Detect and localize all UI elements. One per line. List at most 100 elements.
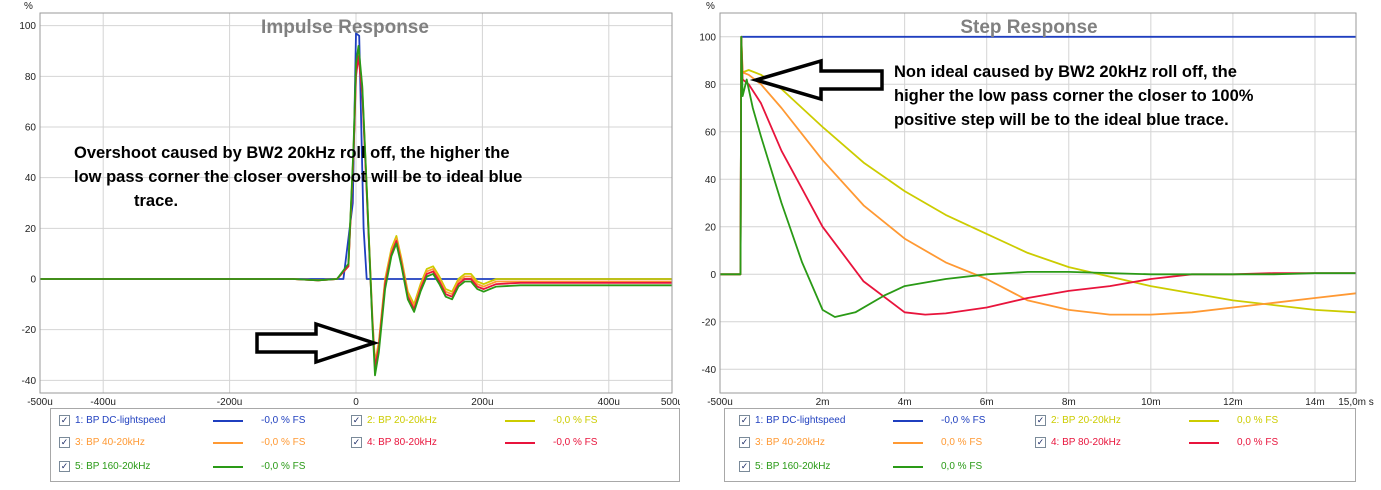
legend-item-5[interactable]: ✓ 5: BP 160-20kHz 0,0 % FS xyxy=(739,459,1029,475)
legend-value: -0,0 % FS xyxy=(941,415,986,426)
checkbox-checked-icon[interactable]: ✓ xyxy=(1035,437,1046,448)
legend-label: 4: BP 80-20kHz xyxy=(367,437,437,448)
x-tick-label: 200u xyxy=(471,397,493,408)
annotation-line-2: higher the low pass corner the closer to… xyxy=(894,87,1254,105)
annotation-line-3: trace. xyxy=(134,192,178,210)
annotation: Overshoot caused by BW2 20kHz roll off, … xyxy=(74,144,522,210)
y-unit-label: % xyxy=(706,1,715,12)
legend-value: 0,0 % FS xyxy=(1237,437,1279,448)
legend-item-1[interactable]: ✓ 1: BP DC-lightspeed -0,0 % FS xyxy=(59,413,349,429)
legend-item-2[interactable]: ✓ 2: BP 20-20kHz -0,0 % FS xyxy=(351,413,641,429)
impulse-response-panel: % -500u -400u -200u 0 200u 400u 500u 100 80 60 40 2… xyxy=(0,0,680,490)
legend-label: 3: BP 40-20kHz xyxy=(755,437,825,448)
step-response-panel: % -500u 2m 4m 6m 8m 10m 12m 14m 15,0m s 100 80 60 40… xyxy=(686,0,1381,490)
checkbox-checked-icon[interactable]: ✓ xyxy=(351,415,362,426)
legend-item-2[interactable]: ✓ 2: BP 20-20kHz 0,0 % FS xyxy=(1035,413,1325,429)
series-line-5 xyxy=(720,35,1356,318)
y-tick-label: 100 xyxy=(19,21,36,32)
legend-swatch xyxy=(893,420,923,422)
legend-value: -0,0 % FS xyxy=(261,437,306,448)
plot-frame xyxy=(719,12,1357,394)
legend: ✓ 1: BP DC-lightspeed -0,0 % FS ✓ 2: BP … xyxy=(724,408,1356,482)
x-tick-label: 400u xyxy=(598,397,620,408)
checkbox-checked-icon[interactable]: ✓ xyxy=(59,415,70,426)
legend-label: 5: BP 160-20kHz xyxy=(75,461,151,472)
x-tick-label: 2m xyxy=(816,397,830,408)
legend-swatch xyxy=(213,466,243,468)
annotation-line-2: low pass corner the closer overshoot wil… xyxy=(74,168,522,186)
y-tick-label: 20 xyxy=(705,222,717,233)
legend-swatch xyxy=(1189,420,1219,422)
legend-swatch xyxy=(505,420,535,422)
annotation-line-3: positive step will be to the ideal blue … xyxy=(894,111,1229,129)
y-tick-label: -40 xyxy=(22,376,37,387)
series-line-1 xyxy=(40,32,672,280)
legend-value: -0,0 % FS xyxy=(261,415,306,426)
legend-swatch xyxy=(1189,442,1219,444)
series-group xyxy=(40,32,672,377)
y-tick-label: 0 xyxy=(710,270,716,281)
annotation-line-1: Overshoot caused by BW2 20kHz roll off, … xyxy=(74,144,510,162)
right-arrow-icon xyxy=(255,321,380,365)
series-group xyxy=(720,35,1357,318)
legend-item-5[interactable]: ✓ 5: BP 160-20kHz -0,0 % FS xyxy=(59,459,349,475)
legend-swatch xyxy=(893,466,923,468)
legend-value: 0,0 % FS xyxy=(941,437,983,448)
legend-value: 0,0 % FS xyxy=(941,461,983,472)
y-tick-label: 80 xyxy=(25,72,37,83)
legend-item-4[interactable]: ✓ 4: BP 80-20kHz -0,0 % FS xyxy=(351,435,641,451)
legend-value: 0,0 % FS xyxy=(1237,415,1279,426)
chart-title: Step Response xyxy=(960,17,1097,38)
plot-frame xyxy=(39,12,673,394)
legend-label: 1: BP DC-lightspeed xyxy=(75,415,166,426)
impulse-response-chart: % -500u -400u -200u 0 200u 400u 500u 100 80 60 40 2… xyxy=(19,1,680,408)
series-line-5 xyxy=(40,45,672,377)
legend-swatch xyxy=(213,420,243,422)
checkbox-checked-icon[interactable]: ✓ xyxy=(59,437,70,448)
legend-label: 3: BP 40-20kHz xyxy=(75,437,145,448)
series-line-3 xyxy=(720,35,1357,316)
x-tick-label: 10m xyxy=(1141,397,1160,408)
annotation: Non ideal caused by BW2 20kHz roll off, … xyxy=(894,63,1254,129)
series-line-2 xyxy=(720,35,1357,314)
annotation-line-1: Non ideal caused by BW2 20kHz roll off, … xyxy=(894,63,1237,81)
checkbox-checked-icon[interactable]: ✓ xyxy=(739,437,750,448)
step-response-chart: % -500u 2m 4m 6m 8m 10m 12m 14m 15,0m s 100 80 60 40… xyxy=(699,1,1373,408)
legend-label: 4: BP 80-20kHz xyxy=(1051,437,1121,448)
tick-labels: -500u 2m 4m 6m 8m 10m 12m 14m 15,0m s 100 80 60 40 20… xyxy=(699,32,1373,408)
y-tick-label: 60 xyxy=(25,123,37,134)
legend-swatch xyxy=(213,442,243,444)
x-tick-label: 6m xyxy=(980,397,994,408)
legend-label: 1: BP DC-lightspeed xyxy=(755,415,846,426)
legend-swatch xyxy=(893,442,923,444)
checkbox-checked-icon[interactable]: ✓ xyxy=(1035,415,1046,426)
x-tick-label: 8m xyxy=(1062,397,1076,408)
y-tick-label: -40 xyxy=(702,365,717,376)
y-tick-label: 40 xyxy=(705,175,717,186)
legend: ✓ 1: BP DC-lightspeed -0,0 % FS ✓ 2: BP … xyxy=(50,408,680,482)
x-tick-label: -400u xyxy=(90,397,116,408)
y-tick-label: 0 xyxy=(30,275,36,286)
x-tick-label: 14m xyxy=(1305,397,1324,408)
x-tick-label: 500u xyxy=(661,397,680,408)
y-tick-label: 80 xyxy=(705,80,717,91)
legend-item-3[interactable]: ✓ 3: BP 40-20kHz -0,0 % FS xyxy=(59,435,349,451)
y-unit-label: % xyxy=(24,1,33,12)
y-tick-label: 20 xyxy=(25,224,37,235)
y-tick-label: 60 xyxy=(705,127,717,138)
x-tick-label: -200u xyxy=(217,397,243,408)
x-tick-label: -500u xyxy=(27,397,53,408)
y-tick-label: 100 xyxy=(699,32,716,43)
checkbox-checked-icon[interactable]: ✓ xyxy=(739,461,750,472)
left-arrow-icon xyxy=(749,58,884,102)
checkbox-checked-icon[interactable]: ✓ xyxy=(739,415,750,426)
x-tick-label: 0 xyxy=(353,397,359,408)
x-tick-label: 12m xyxy=(1223,397,1242,408)
legend-label: 5: BP 160-20kHz xyxy=(755,461,831,472)
checkbox-checked-icon[interactable]: ✓ xyxy=(59,461,70,472)
legend-item-3[interactable]: ✓ 3: BP 40-20kHz 0,0 % FS xyxy=(739,435,1029,451)
checkbox-checked-icon[interactable]: ✓ xyxy=(351,437,362,448)
legend-item-1[interactable]: ✓ 1: BP DC-lightspeed -0,0 % FS xyxy=(739,413,1029,429)
tick-labels: -500u -400u -200u 0 200u 400u 500u 100 80 60 40 20 0… xyxy=(19,21,680,408)
legend-item-4[interactable]: ✓ 4: BP 80-20kHz 0,0 % FS xyxy=(1035,435,1325,451)
